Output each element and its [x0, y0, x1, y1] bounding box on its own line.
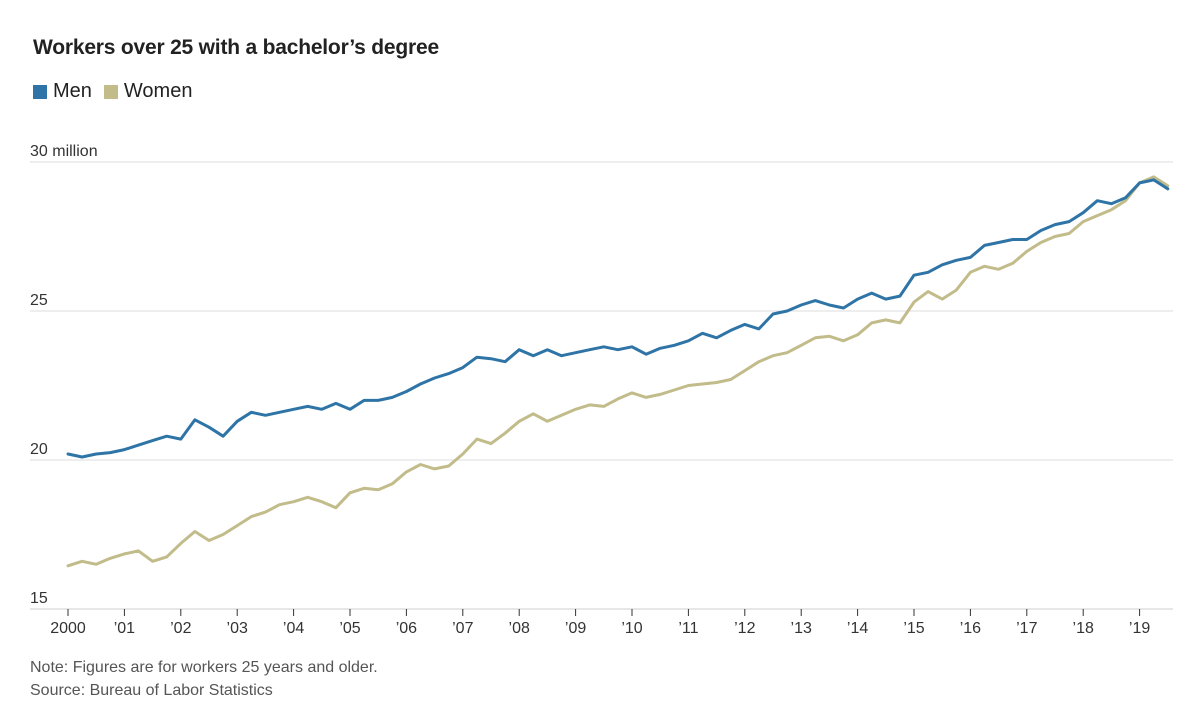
legend-swatch-men [33, 84, 47, 99]
x-tick-label: ’18 [1073, 620, 1094, 637]
x-tick-label: ’14 [847, 620, 868, 637]
series-line-women [66, 175, 1170, 568]
legend-label-men: Men [53, 80, 92, 102]
legend-item-men: Men [33, 80, 92, 103]
legend: Men Women [33, 80, 204, 103]
x-tick-label: 2000 [50, 620, 86, 637]
x-tick-label: ’01 [114, 620, 135, 637]
x-tick-label: ’04 [283, 620, 304, 637]
x-tick-label: ’15 [903, 620, 924, 637]
x-tick-label: ’19 [1129, 620, 1150, 637]
legend-label-women: Women [123, 80, 193, 102]
chart-title: Workers over 25 with a bachelor’s degree [33, 36, 439, 59]
x-tick-label: ’16 [960, 620, 981, 637]
source-text: Source: Bureau of Labor Statistics [30, 682, 273, 699]
series-line-men [66, 178, 1170, 459]
x-tick-label: ’11 [678, 620, 698, 637]
x-tick-label: ’02 [170, 620, 191, 637]
note-text: Note: Figures are for workers 25 years a… [30, 659, 378, 676]
x-tick-label: ’05 [339, 620, 360, 637]
x-tick-label: ’06 [396, 620, 417, 637]
x-tick-label: ’07 [452, 620, 473, 637]
y-tick-label: 15 [30, 590, 48, 607]
y-tick-label: 30 million [30, 143, 98, 160]
x-tick-label: ’03 [227, 620, 248, 637]
x-tick-label: ’12 [734, 620, 755, 637]
x-tick-label: ’13 [791, 620, 812, 637]
legend-item-women: Women [103, 80, 193, 103]
x-tick-label: ’10 [621, 620, 642, 637]
x-tick-label: ’09 [565, 620, 586, 637]
chart-notes: Note: Figures are for workers 25 years a… [30, 656, 378, 702]
y-tick-label: 20 [30, 441, 48, 458]
x-tick-label: ’08 [509, 620, 530, 637]
legend-swatch-women [103, 84, 118, 99]
x-tick-label: ’17 [1016, 620, 1037, 637]
y-tick-label: 25 [30, 292, 48, 309]
